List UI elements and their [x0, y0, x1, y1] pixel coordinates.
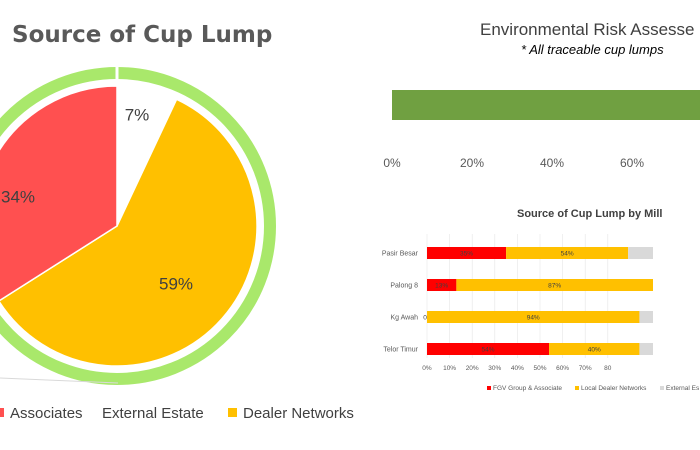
pie-legend-label: Dealer Networks [243, 405, 354, 422]
mill-chart-title: Source of Cup Lump by Mill [517, 208, 663, 220]
pie-legend-item-associates: Associates [0, 405, 83, 422]
mill-legend-label: Local Dealer Networks [581, 385, 647, 392]
mill-legend-item-fgv: FGV Group & Associate [487, 385, 562, 392]
mill-data-label: 40% [588, 347, 601, 354]
pie-legend-label: External Estate [102, 405, 204, 422]
pie-data-label: 34% [1, 187, 35, 206]
pie-leader-line [0, 377, 119, 384]
pie-legend-item-dealer-networks: Dealer Networks [228, 405, 354, 422]
pie-slice-fgv-group-associates [0, 85, 118, 302]
mill-bar-segment [427, 279, 457, 291]
pie-legend-item-external-estate: External Estate [102, 405, 204, 422]
mill-legend-label: External Es [666, 385, 700, 392]
pie-chart: 7% 59% 34% [0, 65, 276, 385]
pie-data-label: 7% [125, 105, 150, 124]
mill-bar-segment [628, 247, 653, 259]
mill-data-label: 35% [460, 251, 473, 258]
mill-category-label: Kg Awah [390, 315, 418, 322]
mill-axis-tick-label: 20% [466, 365, 479, 372]
mill-legend-swatch [487, 386, 491, 390]
risk-axis-tick-label: 20% [460, 156, 484, 170]
mill-data-label: 54% [561, 251, 574, 258]
risk-axis-tick-label: 60% [620, 156, 644, 170]
risk-bar [392, 90, 700, 120]
pie-chart-title: Source of Cup Lump [12, 22, 273, 48]
mill-axis-tick-label: 80 [604, 365, 612, 372]
pie-data-label: 59% [159, 274, 193, 293]
mill-axis-tick-label: 10% [443, 365, 456, 372]
mill-category-label: Palong 8 [390, 283, 418, 290]
mill-axis-tick-label: 70% [579, 365, 592, 372]
mill-legend-swatch [660, 386, 664, 390]
mill-bar-chart: Pasir Besar 35% 54% Palong 8 13% 87% Kg Awah 0%… [382, 234, 653, 372]
mill-legend-item-local-dealer: Local Dealer Networks [575, 385, 646, 392]
mill-bar-segment [639, 343, 653, 355]
risk-chart-subtitle: * All traceable cup lumps [521, 42, 664, 57]
pie-legend-label: Associates [10, 405, 83, 422]
pie-legend-swatch [228, 408, 237, 417]
mill-axis-tick-label: 60% [556, 365, 569, 372]
mill-legend-item-external: External Es [660, 385, 699, 392]
mill-data-label: 87% [548, 283, 561, 290]
pie-legend-swatch [0, 408, 4, 417]
mill-bar-segment [427, 247, 507, 259]
mill-bar-segment [549, 343, 640, 355]
mill-bar-segment [427, 311, 640, 323]
mill-data-label: 13% [435, 283, 448, 290]
mill-axis-tick-label: 40% [511, 365, 524, 372]
mill-axis-tick-label: 50% [533, 365, 546, 372]
mill-bar-segment [456, 279, 653, 291]
mill-bar-segment [427, 343, 550, 355]
mill-category-label: Telor Timur [383, 347, 418, 354]
mill-bar-segment [506, 247, 629, 259]
risk-axis-tick-label: 40% [540, 156, 564, 170]
mill-legend-label: FGV Group & Associate [493, 385, 563, 392]
risk-chart-title: Environmental Risk Assesse [480, 20, 695, 39]
mill-data-label: 54% [482, 347, 495, 354]
mill-legend-swatch [575, 386, 579, 390]
risk-axis-tick-label: 0% [383, 156, 401, 170]
risk-bar-chart: 0% 20% 40% 60% [383, 90, 700, 170]
mill-axis-tick-label: 0% [422, 365, 432, 372]
mill-bar-segment [639, 311, 653, 323]
mill-category-label: Pasir Besar [382, 251, 419, 258]
mill-data-label: 94% [527, 315, 540, 322]
pie-slice-dealer-networks [0, 98, 258, 367]
mill-axis-tick-label: 30% [488, 365, 501, 372]
